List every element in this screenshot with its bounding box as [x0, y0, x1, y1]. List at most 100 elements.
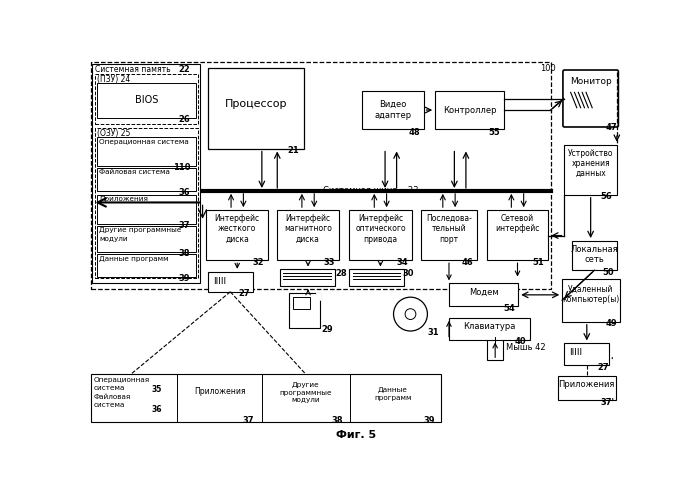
Text: Другие: Другие: [292, 382, 320, 388]
Bar: [564, 144, 617, 194]
Text: Удаленный
компьютер(ы): Удаленный компьютер(ы): [562, 285, 619, 304]
Text: Фиг. 5: Фиг. 5: [336, 430, 376, 440]
Text: 35: 35: [152, 385, 162, 394]
Text: Файловая: Файловая: [93, 394, 131, 400]
Bar: [558, 376, 616, 400]
Bar: [362, 91, 423, 130]
Text: модули: модули: [99, 236, 128, 242]
Text: 28: 28: [335, 268, 347, 278]
Text: 29: 29: [321, 325, 333, 334]
Text: Сетевой
интерфейс: Сетевой интерфейс: [496, 214, 540, 234]
Text: IIIII: IIIII: [569, 348, 582, 357]
Text: Последова-
тельный
порт: Последова- тельный порт: [426, 214, 472, 244]
Text: Приложения: Приложения: [559, 380, 615, 388]
Text: Устройство
хранения
данных: Устройство хранения данных: [568, 148, 614, 178]
Text: 55: 55: [489, 128, 500, 137]
Text: Локальная
сеть: Локальная сеть: [571, 245, 619, 264]
Bar: [95, 74, 198, 124]
Bar: [449, 284, 518, 306]
Text: 37: 37: [243, 416, 254, 424]
Bar: [97, 226, 196, 252]
Text: Интерфейс
жесткого
диска: Интерфейс жесткого диска: [215, 214, 260, 244]
Text: 27: 27: [598, 362, 609, 372]
Text: 26: 26: [179, 116, 190, 124]
Text: Данные программ: Данные программ: [99, 256, 169, 262]
Text: 56: 56: [600, 192, 612, 202]
Text: Мышь 42: Мышь 42: [506, 342, 546, 351]
Text: 34: 34: [397, 258, 408, 267]
Bar: [435, 91, 505, 130]
Text: Монитор: Монитор: [570, 77, 612, 86]
Bar: [92, 64, 200, 284]
Bar: [279, 270, 335, 286]
Text: 36: 36: [152, 405, 162, 414]
Bar: [293, 297, 311, 308]
Text: Интерфейс
магнитного
диска: Интерфейс магнитного диска: [284, 214, 332, 244]
Text: система: система: [93, 402, 124, 408]
Text: 47: 47: [605, 123, 617, 132]
Text: 49: 49: [605, 320, 617, 328]
Text: 37': 37': [600, 398, 614, 407]
Bar: [277, 210, 339, 260]
Bar: [564, 344, 609, 365]
Text: Видео
адаптер: Видео адаптер: [374, 100, 411, 119]
Bar: [572, 241, 617, 270]
Bar: [206, 210, 268, 260]
Text: BIOS: BIOS: [135, 95, 158, 105]
Bar: [421, 210, 477, 260]
Bar: [97, 83, 196, 117]
Polygon shape: [316, 294, 320, 300]
Text: 51: 51: [532, 258, 544, 267]
Bar: [97, 254, 196, 277]
Bar: [487, 337, 503, 360]
Text: 39: 39: [424, 416, 435, 424]
Text: Модем: Модем: [469, 288, 498, 297]
Text: Приложения: Приложения: [194, 387, 245, 396]
Text: 38: 38: [332, 416, 343, 424]
Text: Контроллер: Контроллер: [443, 106, 496, 114]
Bar: [97, 137, 196, 166]
Text: ': ': [611, 356, 613, 366]
Text: Данные: Данные: [378, 387, 408, 394]
Text: 31: 31: [427, 328, 439, 337]
Text: 110: 110: [173, 163, 190, 172]
Text: 22: 22: [179, 66, 190, 74]
Text: Системная память: Системная память: [95, 66, 170, 74]
FancyBboxPatch shape: [563, 70, 619, 127]
Text: 32: 32: [252, 258, 264, 267]
Bar: [289, 294, 320, 328]
Text: 46: 46: [462, 258, 473, 267]
Bar: [91, 62, 551, 290]
Text: (ОЗУ) 25: (ОЗУ) 25: [97, 130, 131, 138]
Text: Приложения: Приложения: [99, 196, 148, 202]
Text: Операционная система: Операционная система: [99, 138, 189, 144]
Text: 21: 21: [287, 146, 299, 155]
Bar: [486, 210, 548, 260]
Bar: [349, 270, 404, 286]
Text: 36: 36: [179, 188, 190, 197]
Text: Интерфейс
оптического
привода: Интерфейс оптического привода: [355, 214, 406, 244]
Text: Клавиатура: Клавиатура: [463, 322, 515, 331]
Text: 50: 50: [602, 268, 614, 277]
Text: (ПЗУ) 24: (ПЗУ) 24: [97, 76, 131, 84]
Text: Другие программные: Другие программные: [99, 227, 182, 233]
Text: Файловая система: Файловая система: [99, 170, 170, 175]
Text: 40: 40: [514, 337, 526, 346]
Text: IIIII: IIIII: [213, 277, 227, 286]
Text: Процессор: Процессор: [224, 99, 287, 109]
Bar: [562, 280, 620, 322]
Text: Операционная: Операционная: [93, 377, 149, 383]
Text: 33: 33: [323, 258, 335, 267]
Bar: [208, 68, 304, 148]
Text: 54: 54: [503, 304, 515, 313]
Bar: [95, 128, 198, 278]
Text: 100: 100: [540, 64, 555, 73]
Text: система: система: [93, 385, 124, 391]
Text: 27: 27: [238, 290, 250, 298]
Text: 39: 39: [179, 274, 190, 283]
Text: 48: 48: [408, 128, 420, 137]
Bar: [91, 374, 441, 422]
Bar: [97, 168, 196, 191]
Text: программ: программ: [374, 395, 411, 401]
Text: 38: 38: [179, 248, 190, 258]
